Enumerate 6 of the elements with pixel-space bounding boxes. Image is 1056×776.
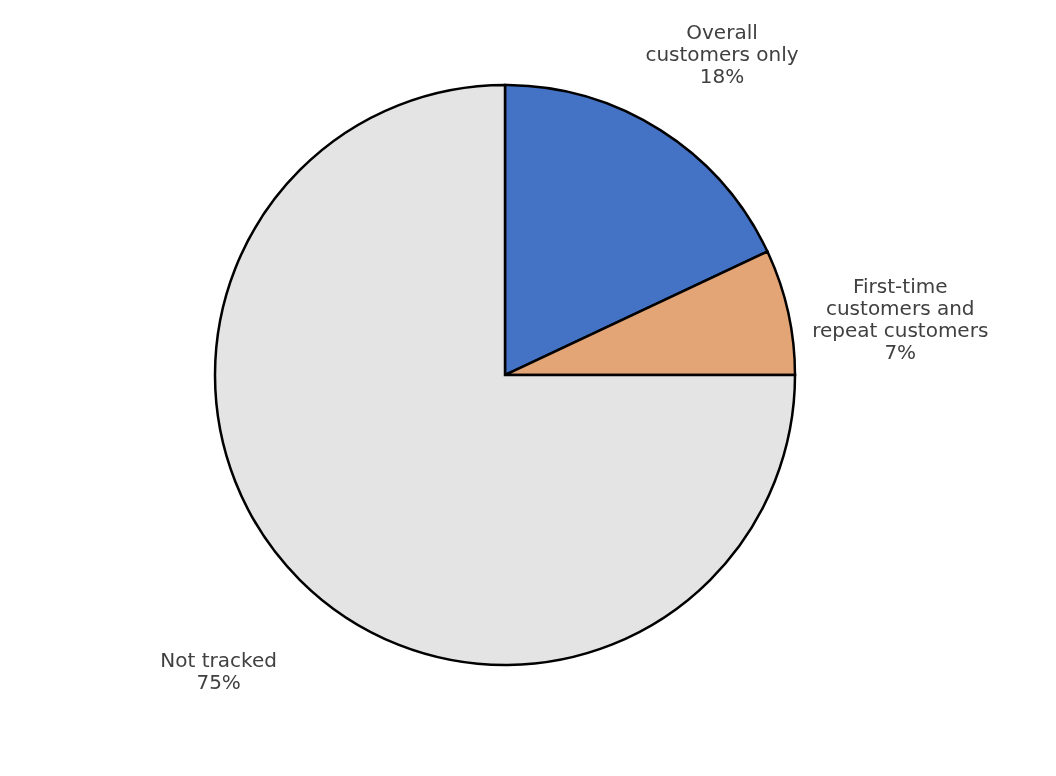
slice-label: Not tracked xyxy=(160,648,277,673)
data-label: 18% xyxy=(699,64,745,89)
data-label: 7% xyxy=(884,339,917,364)
slice-label: First-time customers and repeat customers xyxy=(812,273,989,342)
slice-label: Overall customers only xyxy=(645,20,799,67)
data-label: 75% xyxy=(196,670,241,695)
